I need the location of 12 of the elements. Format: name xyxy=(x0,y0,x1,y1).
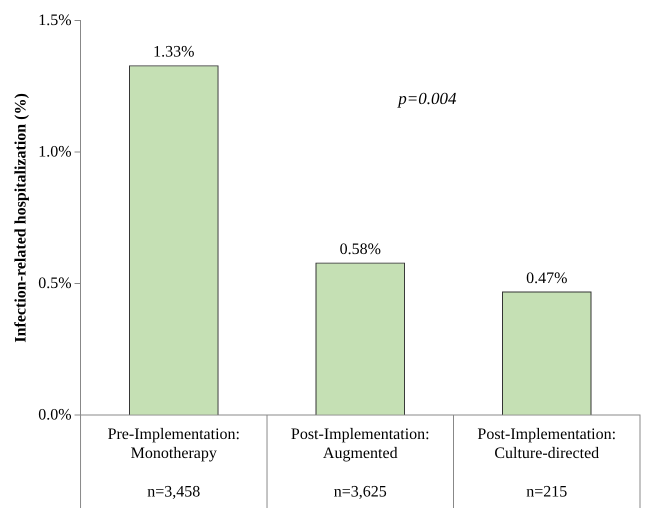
y-axis-title: Infection-related hospitalization (%) xyxy=(12,93,30,343)
y-tick-label: 0.5% xyxy=(38,274,72,292)
category-label: Post-Implementation: Augmented n=3,625 xyxy=(290,426,430,501)
y-tick-label: 0.0% xyxy=(38,406,72,424)
annotation: p=0.004 xyxy=(397,88,458,108)
y-tick-label: 1.5% xyxy=(38,12,72,29)
data-label: 0.58% xyxy=(340,240,381,258)
category-label: Pre-Implementation: Monotherapy n=3,458 xyxy=(108,426,240,501)
data-label: 0.47% xyxy=(526,270,568,287)
category-label: Post-Implementation: Culture-directed n=215 xyxy=(477,426,616,501)
y-tick-label: 1.0% xyxy=(38,143,72,160)
data-label: 1.33% xyxy=(153,44,194,61)
